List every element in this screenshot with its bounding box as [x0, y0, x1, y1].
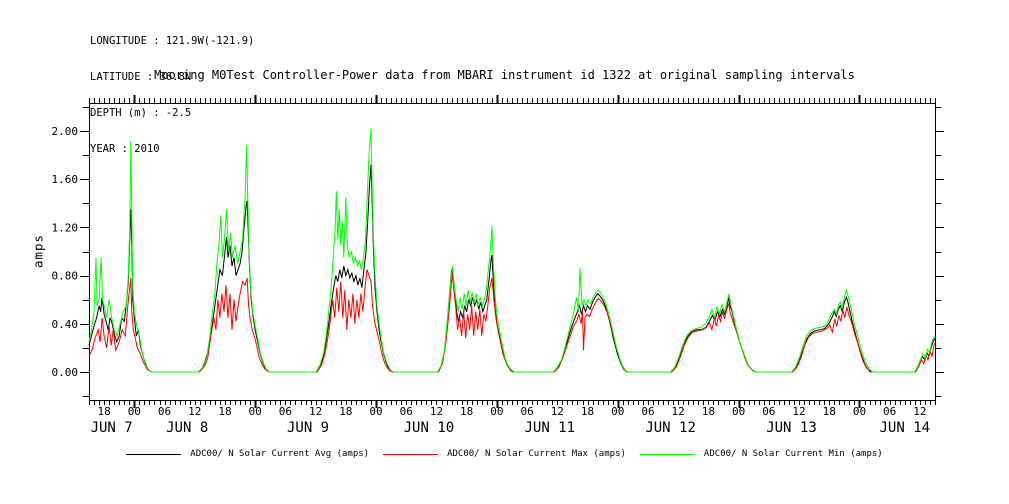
- series-line-avg: [88, 164, 936, 373]
- x-day-label: JUN 12: [645, 420, 696, 436]
- x-day-label: JUN 14: [879, 420, 930, 436]
- x-hour-label: 00: [249, 405, 262, 418]
- year-label: YEAR : 2010: [90, 143, 160, 155]
- x-day-label: JUN 9: [287, 420, 329, 436]
- y-tick-label: 0.40: [52, 318, 79, 331]
- y-tick-label: 0.00: [52, 366, 79, 379]
- x-hour-label: 06: [641, 405, 654, 418]
- legend-line-swatch-min: [639, 453, 695, 455]
- plot-frame: [89, 103, 936, 401]
- x-hour-label: 18: [97, 405, 110, 418]
- legend: ADC00/ N Solar Current Avg (amps) ADC00/ …: [0, 449, 1009, 459]
- x-hour-label: 00: [853, 405, 866, 418]
- x-hour-label: 18: [581, 405, 594, 418]
- x-hour-label: 00: [128, 405, 141, 418]
- y-tick-label: 2.00: [52, 125, 79, 138]
- legend-label-min: ADC00/ N Solar Current Min (amps): [703, 449, 883, 459]
- x-hour-label: 00: [732, 405, 745, 418]
- axis-group: [80, 95, 944, 408]
- x-hour-label: 06: [520, 405, 533, 418]
- x-hour-label: 06: [279, 405, 292, 418]
- x-day-label: JUN 10: [404, 420, 455, 436]
- x-day-label: JUN 7: [91, 420, 133, 436]
- x-hour-label: 00: [611, 405, 624, 418]
- chart-title: Mooring M0Test Controller-Power data fro…: [154, 68, 855, 82]
- x-hour-label: 00: [490, 405, 503, 418]
- legend-item-max: ADC00/ N Solar Current Max (amps): [383, 449, 626, 459]
- x-hour-label: 12: [309, 405, 322, 418]
- x-hour-label: 18: [339, 405, 352, 418]
- y-tick-label: 1.20: [52, 221, 79, 234]
- depth-label: DEPTH (m) : -2.5: [90, 107, 192, 119]
- x-hour-label: 00: [369, 405, 382, 418]
- x-day-label: JUN 13: [766, 420, 817, 436]
- tick-label-group: 0.00 0.40 0.80 1.20 1.60 2.00 18 00 06 12 18 00 06 12…: [52, 125, 931, 436]
- series-line-max: [88, 269, 936, 373]
- legend-item-min: ADC00/ N Solar Current Min (amps): [639, 449, 883, 459]
- x-hour-label: 06: [762, 405, 775, 418]
- legend-line-swatch-max: [383, 453, 439, 455]
- x-hour-label: 06: [400, 405, 413, 418]
- x-hour-label: 12: [792, 405, 805, 418]
- legend-line-swatch-avg: [126, 453, 182, 455]
- x-day-label: JUN 11: [524, 420, 575, 436]
- x-hour-label: 12: [672, 405, 685, 418]
- x-hour-label: 18: [823, 405, 836, 418]
- latitude-label: LATITUDE : 36.8N: [90, 71, 192, 83]
- dataset-info-block: LONGITUDE : 121.9W(-121.9) LATITUDE : 36…: [90, 11, 254, 167]
- x-day-label: JUN 8: [166, 420, 208, 436]
- x-hour-label: 18: [218, 405, 231, 418]
- x-hour-label: 12: [188, 405, 201, 418]
- legend-label-avg: ADC00/ N Solar Current Avg (amps): [190, 449, 370, 459]
- legend-label-max: ADC00/ N Solar Current Max (amps): [447, 449, 626, 459]
- series-line-min: [88, 128, 936, 373]
- x-hour-label: 18: [702, 405, 715, 418]
- x-hour-label: 18: [460, 405, 473, 418]
- longitude-label: LONGITUDE : 121.9W(-121.9): [90, 35, 255, 47]
- series-group: [88, 128, 936, 373]
- x-hour-label: 12: [430, 405, 443, 418]
- x-hour-label: 06: [158, 405, 171, 418]
- x-hour-label: 12: [551, 405, 564, 418]
- x-hour-label: 06: [883, 405, 896, 418]
- x-hour-label: 12: [913, 405, 926, 418]
- y-tick-label: 1.60: [52, 173, 79, 186]
- y-tick-label: 0.80: [52, 270, 79, 283]
- legend-item-avg: ADC00/ N Solar Current Avg (amps): [126, 449, 369, 459]
